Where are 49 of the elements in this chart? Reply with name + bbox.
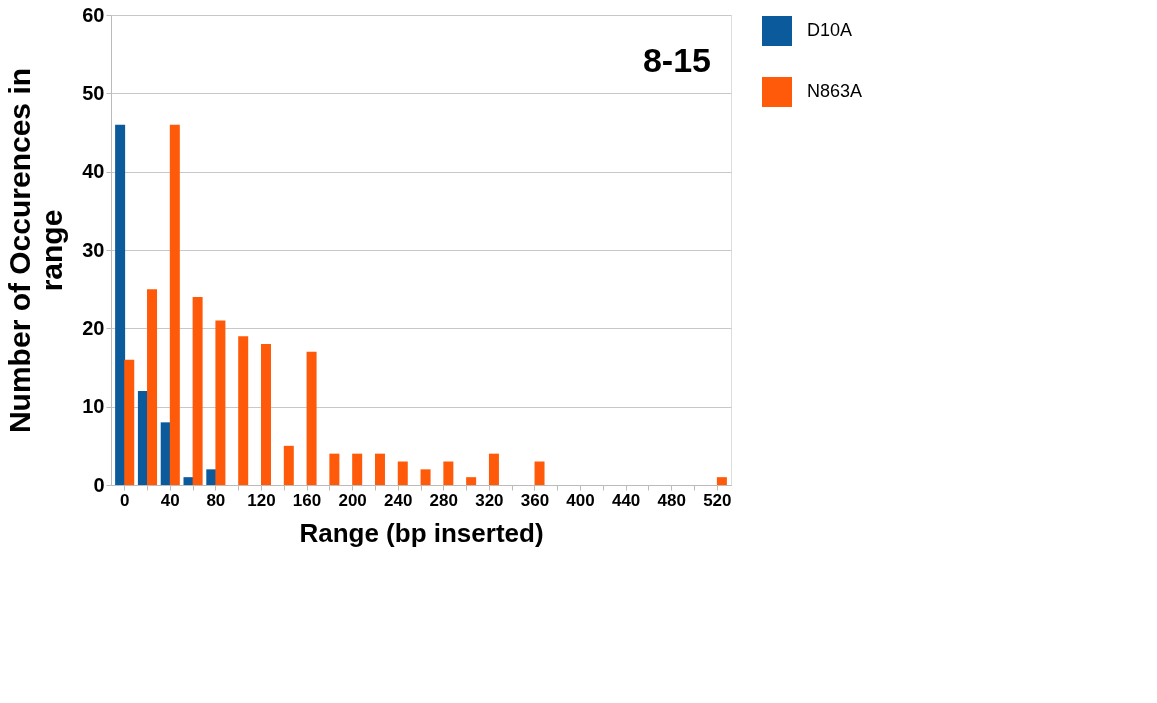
bar xyxy=(443,461,454,485)
bar xyxy=(238,336,249,485)
bar xyxy=(466,477,477,485)
bar xyxy=(534,461,545,485)
x-tick-label: 520 xyxy=(703,490,732,510)
y-tick-label: 0 xyxy=(93,473,105,496)
bar xyxy=(488,453,499,485)
bar xyxy=(329,453,340,485)
x-tick-label: 480 xyxy=(657,490,686,510)
x-tick-label: 280 xyxy=(429,490,458,510)
x-tick-label: 440 xyxy=(611,490,641,510)
y-tick-label: 30 xyxy=(82,238,105,261)
y-axis-title: Number of Occurences in range xyxy=(3,67,69,434)
x-axis-title: Range (bp inserted) xyxy=(299,517,544,548)
bar xyxy=(115,124,126,485)
y-tick-label: 40 xyxy=(82,160,105,183)
bar xyxy=(420,469,431,485)
x-tick-label: 120 xyxy=(247,490,276,510)
bar xyxy=(124,359,135,485)
bar xyxy=(261,344,271,485)
bar xyxy=(283,445,294,485)
bar xyxy=(716,477,727,485)
bar xyxy=(147,289,158,485)
x-tick-label: 240 xyxy=(384,490,413,510)
bar xyxy=(137,391,148,485)
x-tick-label: 360 xyxy=(520,490,550,510)
bar xyxy=(352,453,363,485)
y-tick-label: 10 xyxy=(82,395,105,418)
y-tick-label: 20 xyxy=(82,316,105,339)
x-tick-label: 320 xyxy=(475,490,504,510)
legend-label: D10A xyxy=(807,20,853,40)
y-tick-label: 60 xyxy=(82,3,105,26)
y-tick-label: 50 xyxy=(82,81,105,104)
bar xyxy=(306,351,317,485)
bar xyxy=(206,469,217,485)
x-tick-label: 80 xyxy=(206,490,226,510)
x-tick-label: 200 xyxy=(338,490,367,510)
bar xyxy=(374,453,385,485)
bar xyxy=(169,124,180,485)
bar xyxy=(397,461,408,485)
bar xyxy=(192,297,203,485)
x-tick-label: 160 xyxy=(292,490,322,510)
x-tick-label: 400 xyxy=(566,490,595,510)
x-tick-label: 0 xyxy=(119,490,130,510)
annotation: 8-15 xyxy=(642,41,711,79)
bar xyxy=(215,320,226,485)
bar xyxy=(183,477,194,485)
x-tick-label: 40 xyxy=(160,490,180,510)
legend-label: N863A xyxy=(807,81,863,101)
